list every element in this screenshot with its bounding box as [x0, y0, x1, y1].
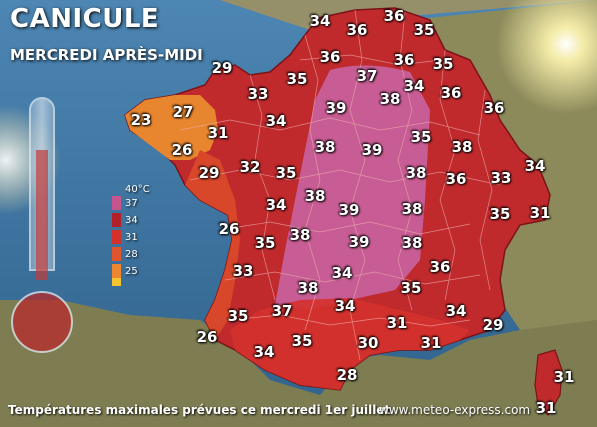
legend-unit-label: 40°C [125, 184, 150, 195]
temp-label: 34 [309, 12, 331, 30]
temp-label: 38 [379, 90, 401, 108]
temp-label: 36 [383, 7, 405, 25]
temp-label: 27 [172, 103, 194, 121]
temp-label: 33 [247, 85, 269, 103]
temp-label: 36 [346, 21, 368, 39]
atlantic-coast-zone [185, 150, 240, 340]
brittany-zone [125, 95, 218, 160]
temp-label: 33 [490, 169, 512, 187]
temp-label: 39 [338, 201, 360, 219]
temp-label: 35 [286, 70, 308, 88]
temp-label: 31 [420, 334, 442, 352]
legend-swatch-34 [112, 213, 121, 227]
temp-label: 34 [253, 343, 275, 361]
website-credit: www.meteo-express.com [379, 403, 531, 417]
temp-label: 35 [291, 332, 313, 350]
legend-swatch-31 [112, 230, 121, 244]
temp-label: 36 [393, 51, 415, 69]
temp-label: 35 [275, 164, 297, 182]
temp-label: 26 [171, 141, 193, 159]
temp-label: 35 [227, 307, 249, 325]
spain-landmass [0, 300, 597, 427]
temp-label: 34 [331, 264, 353, 282]
temp-label: 34 [403, 77, 425, 95]
temp-label: 36 [429, 258, 451, 276]
temp-label: 36 [445, 170, 467, 188]
temp-label: 38 [405, 164, 427, 182]
legend-swatch-37 [112, 196, 121, 210]
temp-label: 35 [413, 21, 435, 39]
temp-label: 34 [334, 297, 356, 315]
sun-icon [496, 0, 597, 114]
temp-label: 29 [482, 316, 504, 334]
thermometer-bulb [11, 291, 73, 353]
south-zone [230, 298, 470, 390]
legend-label-31: 31 [125, 232, 138, 243]
legend-swatch-bottom [112, 278, 121, 286]
temp-label: 31 [386, 314, 408, 332]
temp-label: 26 [196, 328, 218, 346]
map-title: CANICULE [10, 4, 160, 34]
temp-label: 31 [529, 204, 551, 222]
temp-label: 31 [535, 399, 557, 417]
heatwave-core-zone [275, 65, 430, 310]
temp-label: 33 [232, 262, 254, 280]
corsica-landmass [534, 349, 563, 416]
legend-swatch-25 [112, 264, 121, 278]
temp-label: 30 [357, 334, 379, 352]
temp-label: 36 [483, 99, 505, 117]
temp-label: 38 [297, 279, 319, 297]
temp-label: 32 [239, 158, 261, 176]
temp-label: 35 [254, 234, 276, 252]
temp-label: 29 [198, 164, 220, 182]
legend-label-25: 25 [125, 266, 138, 277]
temp-label: 38 [289, 226, 311, 244]
temp-label: 31 [553, 368, 575, 386]
temp-label: 37 [271, 302, 293, 320]
forecast-caption: Températures maximales prévues ce mercre… [8, 403, 391, 417]
thermometer-mercury [36, 150, 48, 280]
legend-swatch-28 [112, 247, 121, 261]
temp-label: 37 [356, 67, 378, 85]
temp-label: 38 [304, 187, 326, 205]
legend-label-34: 34 [125, 215, 138, 226]
temp-label: 38 [401, 200, 423, 218]
temp-label: 35 [489, 205, 511, 223]
temp-label: 34 [265, 196, 287, 214]
temp-label: 38 [314, 138, 336, 156]
temp-label: 34 [445, 302, 467, 320]
temp-label: 35 [432, 55, 454, 73]
temp-label: 23 [130, 111, 152, 129]
temperature-legend: 40°C 37 34 31 28 25 [112, 184, 166, 290]
temp-label: 38 [451, 138, 473, 156]
legend-label-37: 37 [125, 198, 138, 209]
temp-label: 35 [410, 128, 432, 146]
temp-label: 34 [265, 112, 287, 130]
legend-label-28: 28 [125, 249, 138, 260]
department-borders [179, 9, 501, 361]
map-subtitle: MERCREDI APRÈS-MIDI [10, 46, 203, 64]
temp-label: 34 [524, 157, 546, 175]
temp-label: 26 [218, 220, 240, 238]
temp-label: 29 [211, 59, 233, 77]
temp-label: 31 [207, 124, 229, 142]
temp-label: 39 [361, 141, 383, 159]
temp-label: 39 [325, 99, 347, 117]
temp-label: 28 [336, 366, 358, 384]
temp-label: 36 [440, 84, 462, 102]
temp-label: 36 [319, 48, 341, 66]
temp-label: 35 [400, 279, 422, 297]
temp-label: 39 [348, 233, 370, 251]
temp-label: 38 [401, 234, 423, 252]
